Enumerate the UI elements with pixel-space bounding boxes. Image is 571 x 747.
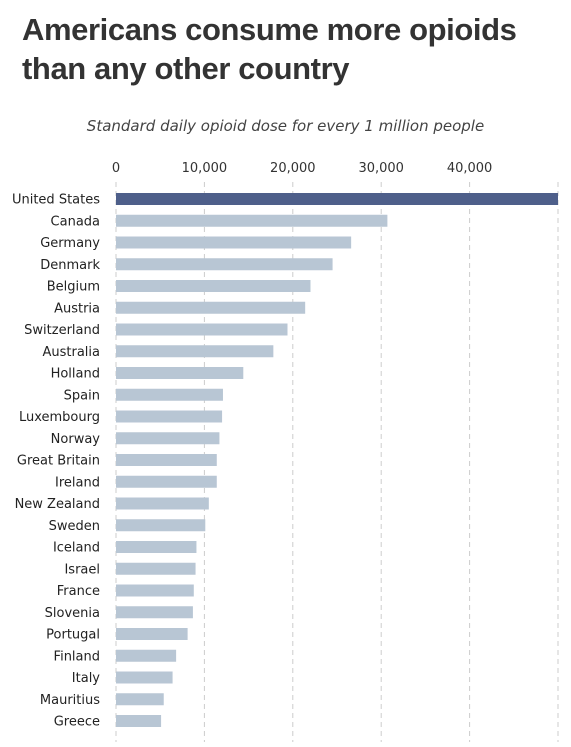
x-tick-label: 20,000 xyxy=(270,161,316,176)
bar-germany xyxy=(116,236,352,249)
bar-france xyxy=(116,584,194,597)
category-label: New Zealand xyxy=(15,497,100,512)
bar-new-zealand xyxy=(116,497,209,510)
x-tick-label: 10,000 xyxy=(182,161,228,176)
category-labels: United States Canada Germany Denmark Belgium… xyxy=(12,193,100,730)
x-tick-label: 40,000 xyxy=(447,161,493,176)
category-label: Slovenia xyxy=(45,606,100,621)
bar-iceland xyxy=(116,541,197,553)
category-label: Spain xyxy=(64,388,100,403)
bar-portugal xyxy=(116,628,188,640)
bar-belgium xyxy=(116,280,311,292)
bar-italy xyxy=(116,671,173,684)
category-label: Switzerland xyxy=(24,323,100,338)
category-label: Great Britain xyxy=(17,454,100,469)
bar-spain xyxy=(116,388,223,401)
bar-mauritius xyxy=(116,693,164,706)
category-label: Norway xyxy=(51,432,101,447)
bar-sweden xyxy=(116,519,206,532)
bar-united-states xyxy=(116,193,558,205)
category-label: Luxembourg xyxy=(19,410,100,425)
bar-israel xyxy=(116,562,196,575)
bar-ireland xyxy=(116,475,217,488)
category-label: Belgium xyxy=(47,280,100,295)
chart-subtitle: Standard daily opioid dose for every 1 m… xyxy=(86,117,485,135)
bar-norway xyxy=(116,432,220,445)
category-label: Holland xyxy=(51,367,100,382)
category-label: Israel xyxy=(64,562,100,577)
category-label: Mauritius xyxy=(40,693,100,708)
bar-finland xyxy=(116,649,177,662)
bar-australia xyxy=(116,345,274,358)
category-label: Sweden xyxy=(49,519,100,534)
bar-denmark xyxy=(116,258,333,271)
x-tick-label: 0 xyxy=(112,161,120,176)
bar-holland xyxy=(116,367,244,379)
bar-luxembourg xyxy=(116,410,223,423)
category-label: France xyxy=(57,584,100,599)
bar-canada xyxy=(116,214,388,227)
bar-switzerland xyxy=(116,323,288,336)
bar-great-britain xyxy=(116,454,217,466)
category-label: Finland xyxy=(54,649,100,664)
category-label: Germany xyxy=(40,236,100,251)
category-label: Ireland xyxy=(55,475,100,490)
category-label: Italy xyxy=(72,671,101,686)
category-label: Iceland xyxy=(53,541,100,556)
bars xyxy=(116,193,558,727)
bar-austria xyxy=(116,301,306,314)
category-label: Greece xyxy=(54,715,100,730)
category-label: Austria xyxy=(54,301,100,316)
bar-greece xyxy=(116,715,162,727)
bar-slovenia xyxy=(116,606,193,619)
category-label: Portugal xyxy=(46,628,100,643)
x-axis-ticks: 0 10,000 20,000 30,000 40,000 xyxy=(112,161,492,176)
chart-title: Americans consume more opioids than any … xyxy=(22,12,517,86)
category-label: United States xyxy=(12,193,100,208)
category-label: Australia xyxy=(42,345,100,360)
x-tick-label: 30,000 xyxy=(358,161,404,176)
category-label: Denmark xyxy=(40,258,100,273)
category-label: Canada xyxy=(51,214,100,229)
